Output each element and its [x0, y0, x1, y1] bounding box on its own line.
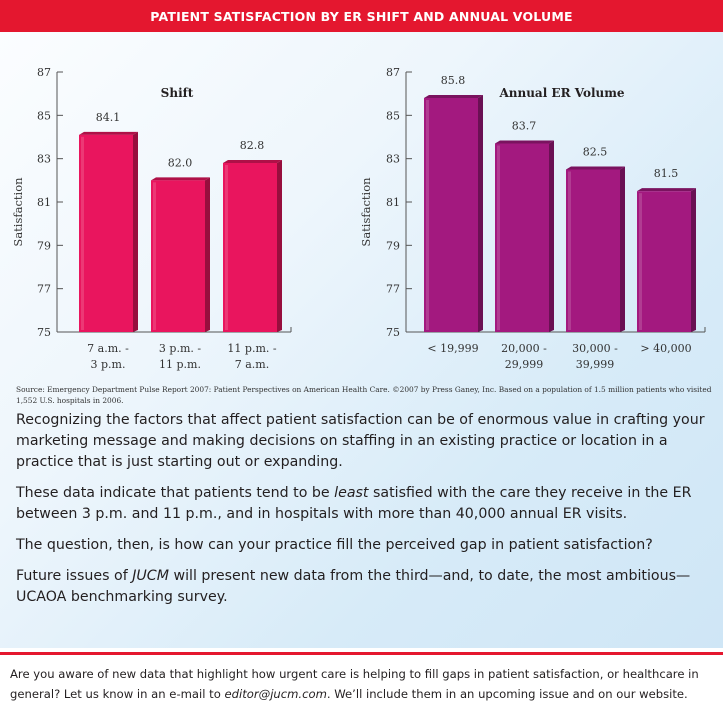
value-label: 82.5: [583, 146, 608, 159]
bar-highlight: [81, 136, 84, 330]
bar: [637, 188, 696, 332]
bar: [79, 131, 138, 332]
y-tick-label: 75: [37, 326, 51, 339]
y-axis-title: Satisfaction: [11, 177, 25, 247]
chart-title: Shift: [161, 86, 194, 100]
bar: [424, 95, 483, 332]
bar: [151, 177, 210, 332]
y-tick-label: 77: [37, 283, 51, 296]
bar-top: [223, 160, 282, 163]
bar-front: [151, 180, 205, 332]
y-axis-title: Satisfaction: [359, 177, 373, 247]
chart-shift: 75 77 79 81 83 85 87 Satisfaction Shift 84.1 7 a.m…: [11, 66, 292, 371]
bar-front: [424, 98, 478, 332]
paragraph-2: These data indicate that patients tend t…: [16, 485, 692, 522]
bar-top: [637, 188, 696, 192]
y-tick-label: 79: [37, 239, 51, 252]
bar-front: [495, 143, 549, 332]
y-tick-label: 85: [386, 109, 400, 122]
bar-front: [79, 134, 133, 332]
bar: [495, 140, 554, 332]
header-title: PATIENT SATISFACTION BY ER SHIFT AND ANN…: [150, 8, 573, 24]
y-tick-label: 77: [386, 283, 400, 296]
chart-volume: 75 77 79 81 83 85 87 Satisfaction Annual ER Volu…: [359, 66, 706, 371]
bar-front: [637, 191, 691, 332]
chart-title: Annual ER Volume: [498, 86, 624, 100]
bar-side: [549, 140, 554, 332]
y-tick-label: 83: [37, 153, 51, 166]
source-note: Source: Emergency Department Pulse Repor…: [16, 385, 712, 405]
value-label: 81.5: [654, 167, 679, 180]
article-body: Recognizing the factors that affect pati…: [16, 410, 716, 618]
value-label: 83.7: [512, 120, 537, 133]
value-label: 85.8: [441, 74, 466, 87]
y-tick-label: 81: [386, 196, 400, 209]
category-label: 39,999: [576, 358, 615, 371]
y-tick-label: 75: [386, 326, 400, 339]
category-label: 30,000 -: [572, 342, 618, 355]
bar-front: [223, 163, 277, 332]
chart-header: PATIENT SATISFACTION BY ER SHIFT AND ANN…: [0, 0, 723, 32]
paragraph-4: Future issues of JUCM will present new d…: [16, 568, 691, 605]
y-tick-label: 85: [37, 109, 51, 122]
bar-top: [79, 131, 138, 135]
y-tick-label: 81: [37, 196, 51, 209]
category-label: 7 a.m. -: [87, 342, 129, 355]
charts-svg: 75 77 79 81 83 85 87 Satisfaction Shift 84.1 7 a.m…: [11, 66, 706, 371]
bar-highlight: [568, 171, 571, 330]
bar-side: [205, 177, 210, 332]
footer: Are you aware of new data that highlight…: [0, 652, 723, 725]
y-tick-label: 79: [386, 239, 400, 252]
bar-side: [691, 188, 696, 332]
bar-top: [495, 140, 554, 144]
bar-front: [566, 169, 620, 332]
footer-rule: [0, 652, 723, 655]
bar-highlight: [497, 145, 500, 330]
category-label: 3 p.m. -: [159, 342, 201, 355]
bar-side: [478, 95, 483, 332]
category-label: < 19,999: [427, 342, 478, 355]
value-label: 82.0: [168, 156, 193, 169]
category-label: 11 p.m. -: [227, 342, 276, 355]
bar-side: [620, 166, 625, 332]
category-label: > 40,000: [640, 342, 691, 355]
bar-top: [424, 95, 483, 98]
bar-side: [133, 131, 138, 332]
bar-top: [566, 166, 625, 170]
category-label: 29,999: [505, 358, 544, 371]
bar-highlight: [426, 100, 429, 330]
category-label: 20,000 -: [501, 342, 547, 355]
bar-highlight: [639, 193, 642, 330]
y-tick-label: 83: [386, 153, 400, 166]
value-label: 84.1: [96, 111, 121, 124]
chart-panel: 75 77 79 81 83 85 87 Satisfaction Shift 84.1 7 a.m…: [0, 32, 723, 648]
bar-side: [277, 160, 282, 332]
paragraph-3: The question, then, is how can your prac…: [16, 537, 653, 553]
category-label: 11 p.m.: [159, 358, 201, 371]
value-label: 82.8: [240, 139, 265, 152]
category-label: 3 p.m.: [91, 358, 126, 371]
bar: [223, 160, 282, 332]
bar-highlight: [153, 182, 156, 330]
bar-highlight: [225, 165, 228, 330]
y-tick-label: 87: [386, 66, 400, 79]
paragraph-1: Recognizing the factors that affect pati…: [16, 412, 705, 470]
bar: [566, 166, 625, 332]
footer-text: Are you aware of new data that highlight…: [10, 667, 699, 701]
email-link[interactable]: editor@jucm.com: [224, 687, 327, 701]
category-label: 7 a.m.: [235, 358, 269, 371]
y-tick-label: 87: [37, 66, 51, 79]
bar-top: [151, 177, 210, 181]
